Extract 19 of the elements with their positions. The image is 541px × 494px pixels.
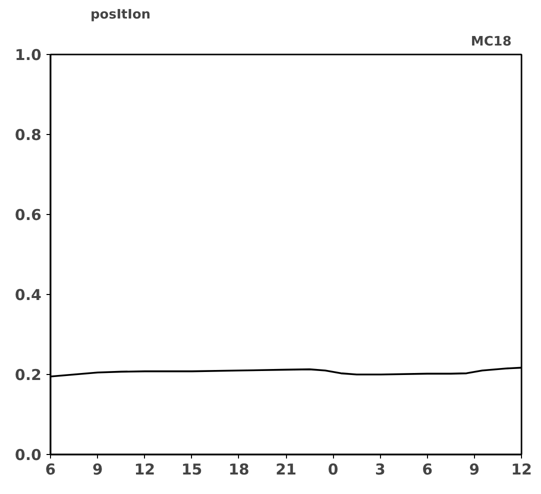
x-tick-label: 15: [181, 460, 202, 478]
y-tick-label: 0.4: [14, 286, 42, 304]
chart-title: posItIon: [90, 8, 151, 22]
y-tick-label: 0.0: [14, 446, 42, 464]
x-tick-label: 0: [328, 460, 338, 478]
x-tick-label: 18: [228, 460, 250, 478]
x-tick-label: 12: [134, 460, 156, 478]
y-tick-label: 0.6: [14, 206, 42, 224]
x-tick-label: 3: [374, 460, 386, 478]
x-tick-label: 21: [276, 460, 296, 478]
x-tick-label: 9: [92, 460, 103, 478]
x-tick-label: 12: [511, 460, 532, 478]
y-tick-label: 0.8: [14, 126, 42, 144]
x-tick-label: 6: [45, 460, 56, 478]
y-tick-label: 0.2: [14, 366, 42, 384]
x-tick-label: 9: [469, 460, 480, 478]
text: MC18: [470, 34, 512, 50]
x-tick-label: 6: [422, 460, 433, 478]
y-tick-label: 1.0: [14, 46, 42, 64]
